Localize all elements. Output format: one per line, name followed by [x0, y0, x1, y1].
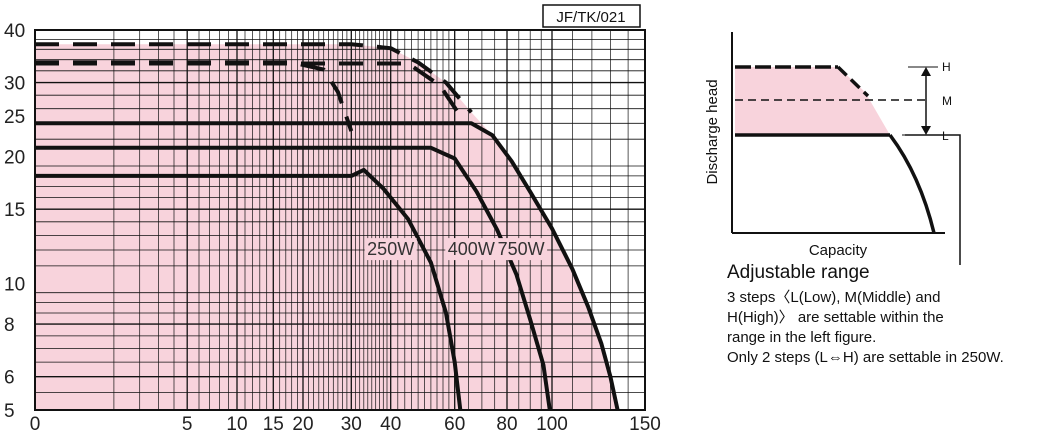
plot-frame [34, 29, 646, 411]
notes-title: Adjustable range [727, 262, 870, 283]
adjustable-range-diagram: H M L Discharge head Capacity [704, 32, 961, 265]
x-tick-label: 20 [292, 414, 313, 435]
curve-750w-h [35, 42, 473, 114]
notes-connector [905, 134, 961, 265]
inset-label-h: H [942, 60, 951, 74]
x-tick-label: 0 [30, 414, 41, 435]
curve-250w [35, 167, 463, 411]
inset-label-l: L [942, 129, 949, 143]
y-tick-label: 10 [4, 274, 25, 295]
curve-label: 750W [498, 239, 545, 259]
curve-label-bg [364, 238, 417, 261]
curve-400w [35, 145, 552, 411]
note-line: 3 steps〈L(Low), M(Middle) and [727, 289, 941, 306]
inset-x-label: Capacity [809, 242, 868, 259]
x-tick-label: 5 [182, 414, 193, 435]
x-tick-label: 10 [226, 414, 247, 435]
y-tick-label: 15 [4, 200, 25, 221]
x-tick-label: 80 [496, 414, 517, 435]
x-tick-label: 150 [629, 414, 661, 435]
y-tick-label: 8 [4, 315, 15, 336]
note-line: range in the left figure. [727, 329, 877, 346]
x-tick-label: 30 [341, 414, 362, 435]
y-tick-label: 6 [4, 368, 15, 389]
curve-label: 400W [448, 239, 495, 259]
inset-arrow-head-bottom [921, 126, 931, 135]
x-tick-label: 40 [380, 414, 401, 435]
inset-label-m: M [942, 94, 952, 108]
x-tick-label: 60 [444, 414, 465, 435]
inset-l-curve [888, 133, 936, 234]
inset-y-label: Discharge head [704, 79, 721, 184]
curve-750w [35, 121, 620, 411]
inset-arrow-head-top [921, 67, 931, 76]
note-line: Only 2 steps (L⇔H) are settable in 250W. [727, 349, 1004, 366]
y-tick-label: 5 [4, 401, 15, 422]
curve-label: 250W [367, 239, 414, 259]
inset-h-curve [836, 65, 870, 98]
curve-400w-h [35, 61, 462, 118]
y-tick-label: 20 [4, 148, 25, 169]
y-tick-label: 25 [4, 107, 25, 128]
code-label: JF/TK/021 [556, 9, 625, 26]
curve-label-bg [445, 238, 498, 261]
x-tick-label: 100 [536, 414, 568, 435]
x-tick-label: 15 [263, 414, 284, 435]
adjustable-range-notes: Adjustable range 3 steps〈L(Low), M(Middl… [727, 262, 1037, 368]
y-tick-label: 30 [4, 74, 25, 95]
curve-label-bg [495, 238, 548, 261]
shaded-range [35, 44, 618, 410]
y-tick-label: 40 [4, 21, 25, 42]
code-label-box [542, 4, 641, 28]
inset-shaded-range [735, 67, 890, 135]
note-line: H(High)〉 are settable within the [727, 309, 944, 326]
